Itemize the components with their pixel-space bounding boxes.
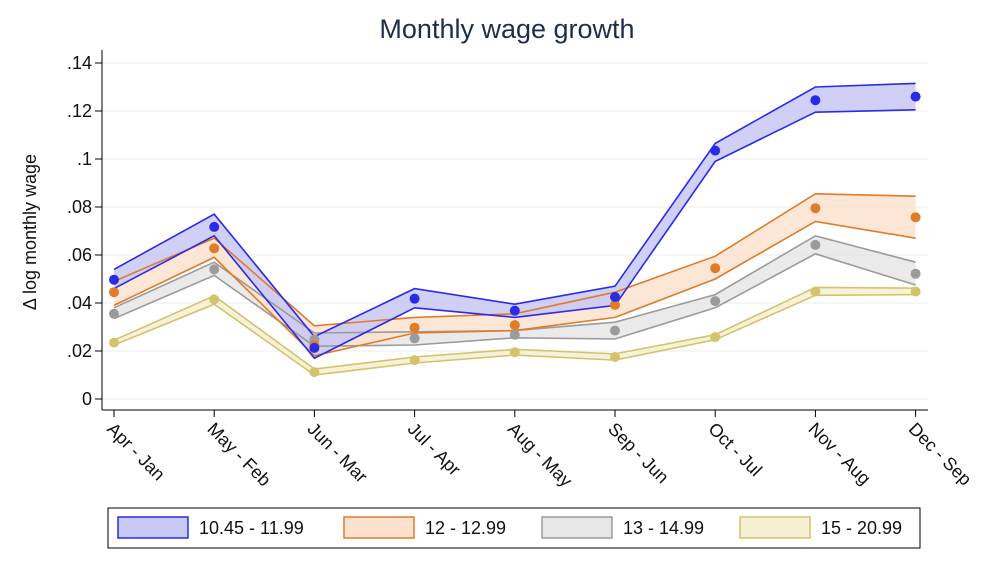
legend: 10.45 - 11.99 12 - 12.99 13 - 14.99 15 - 20… <box>107 507 921 549</box>
series-points <box>109 91 921 378</box>
data-point <box>810 95 821 106</box>
data-point <box>710 263 721 274</box>
data-point <box>409 293 420 304</box>
data-point <box>109 287 119 298</box>
data-point <box>610 325 620 336</box>
y-tick-label: .14 <box>67 53 92 73</box>
x-tick-label: May - Feb <box>203 419 274 490</box>
x-tick-label: Nov - Aug <box>805 419 875 489</box>
x-tick-label: Jul - Apr <box>404 419 465 480</box>
confidence-band <box>114 235 916 347</box>
legend-label: 12 - 12.99 <box>425 518 506 538</box>
data-point <box>109 308 119 319</box>
data-point <box>209 243 220 254</box>
data-point <box>610 299 620 310</box>
x-tick-label: Jun - Mar <box>304 419 372 487</box>
legend-swatch <box>343 516 415 539</box>
legend-label: 10.45 - 11.99 <box>199 518 304 538</box>
y-tick-label: .12 <box>67 101 92 121</box>
band-upper-line <box>113 82 916 338</box>
data-point <box>710 332 721 343</box>
data-point <box>309 367 320 378</box>
data-point <box>209 221 220 232</box>
data-point <box>710 145 721 156</box>
y-tick-label: 0 <box>82 389 92 409</box>
legend-label: 13 - 14.99 <box>623 518 704 538</box>
data-point <box>509 329 520 340</box>
band-lower-line <box>113 109 916 360</box>
data-point <box>409 355 420 366</box>
y-tick-label: .06 <box>67 245 92 265</box>
x-tick-label: Apr - Jan <box>103 419 169 485</box>
data-point <box>309 342 320 353</box>
data-point <box>509 347 520 358</box>
data-point <box>910 286 921 297</box>
y-tick-label: .02 <box>67 341 92 361</box>
data-point <box>610 352 620 362</box>
data-point <box>910 268 921 279</box>
data-point <box>810 286 821 297</box>
data-point <box>209 294 220 305</box>
data-point <box>610 292 620 302</box>
x-tick-label: Sep - Jun <box>604 419 673 488</box>
data-point <box>509 305 520 316</box>
data-point <box>209 264 220 275</box>
data-point <box>109 274 119 285</box>
data-point <box>910 91 921 102</box>
legend-swatch <box>117 516 189 539</box>
data-point <box>409 333 420 344</box>
y-tick-label: .1 <box>77 149 92 169</box>
data-point <box>810 239 821 250</box>
y-tick-label: .04 <box>67 293 92 313</box>
data-point <box>109 337 119 348</box>
chart-title: Monthly wage growth <box>379 14 634 44</box>
legend-label: 15 - 20.99 <box>821 518 902 538</box>
y-axis-title: Δ log monthly wage <box>20 154 40 310</box>
y-tick-label: .08 <box>67 197 92 217</box>
x-tick-label: Dec - Sep <box>905 419 976 490</box>
legend-swatch <box>739 516 811 539</box>
data-point <box>710 296 721 307</box>
data-point <box>910 212 921 223</box>
x-tick-label: Oct - Jul <box>704 419 766 481</box>
data-point <box>409 322 420 333</box>
data-point <box>810 203 821 214</box>
legend-swatch <box>541 516 613 539</box>
x-tick-label: Aug - May <box>504 419 576 491</box>
data-point <box>509 320 520 331</box>
